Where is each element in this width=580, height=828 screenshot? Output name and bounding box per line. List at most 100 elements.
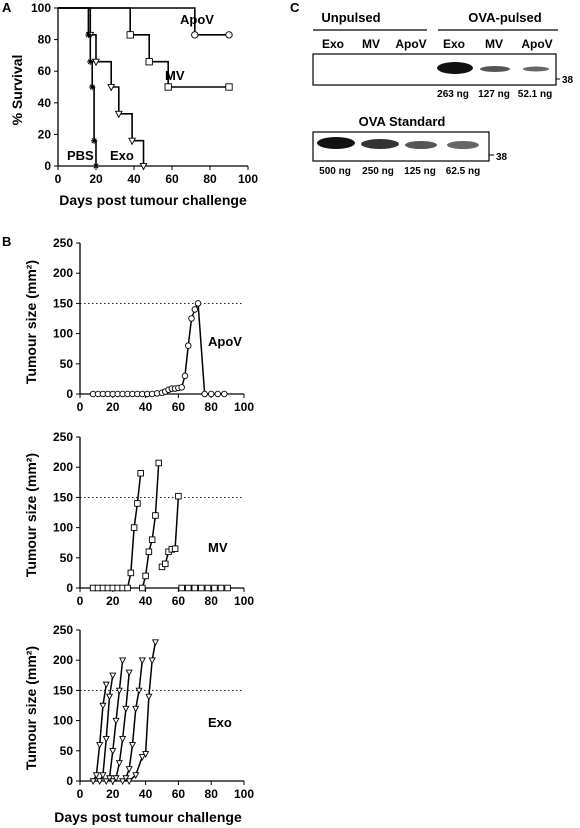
standard-marker-label: 38 bbox=[496, 152, 508, 163]
tumour-mv-point bbox=[155, 459, 162, 467]
survival-y-tick-label: 20 bbox=[38, 127, 52, 141]
tumour-mv-point bbox=[204, 584, 212, 592]
standard-band-125 bbox=[405, 141, 437, 149]
tumour-chart-exo: 0 20 40 60 80 100 0 50 100 150 200 250 bbox=[53, 623, 254, 801]
survival-point-pbs bbox=[89, 83, 96, 91]
band-apov-pulsed bbox=[523, 66, 549, 72]
tumour-apov-point bbox=[191, 306, 199, 313]
survival-y-tick-label: 60 bbox=[38, 64, 52, 78]
survival-y-tick-label: 40 bbox=[38, 96, 52, 110]
survival-point-pbs bbox=[85, 31, 92, 39]
band-mv-pulsed bbox=[480, 66, 510, 72]
tumour-apov-x-tick-label: 20 bbox=[106, 400, 120, 414]
tumour-exo-point bbox=[119, 736, 127, 743]
standard-title: OVA Standard bbox=[359, 114, 446, 129]
survival-x-tick-label: 40 bbox=[127, 172, 141, 186]
tumour-y-label-apov: Tumour size (mm²) bbox=[23, 260, 39, 384]
survival-point-pbs bbox=[87, 58, 94, 65]
tumour-apov-x-tick-label: 40 bbox=[139, 400, 153, 414]
tumour-apov-point bbox=[201, 390, 208, 398]
panel-letter-a: A bbox=[2, 0, 12, 15]
tumour-mv-y-tick-label: 150 bbox=[53, 490, 73, 504]
tumour-apov-point bbox=[184, 342, 192, 349]
tumour-mv-point bbox=[184, 584, 192, 592]
tumour-exo-point bbox=[109, 748, 117, 755]
tumour-mv-y-tick-label: 250 bbox=[53, 430, 73, 444]
tumour-apov-y-tick-label: 200 bbox=[53, 266, 73, 280]
survival-line-mv bbox=[58, 7, 229, 88]
western-blot: Unpulsed OVA-pulsed Exo MV ApoV Exo MV A… bbox=[312, 10, 574, 177]
tumour-apov-x-tick-label: 0 bbox=[77, 400, 84, 414]
tumour-apov-y-tick-label: 0 bbox=[66, 387, 73, 401]
tumour-mv-point bbox=[162, 560, 169, 568]
survival-x-tick-label: 20 bbox=[89, 172, 103, 186]
tumour-y-label-exo: Tumour size (mm²) bbox=[23, 646, 39, 770]
standard-amount-500: 500 ng bbox=[319, 166, 351, 177]
tumour-exo-point bbox=[135, 687, 143, 695]
survival-x-label: Days post tumour challenge bbox=[59, 192, 247, 208]
tumour-mv-y-tick-label: 100 bbox=[53, 521, 73, 535]
tumour-mv-point bbox=[171, 545, 179, 552]
marker-label: 38 bbox=[562, 75, 574, 86]
panel-letter-c: C bbox=[290, 0, 300, 15]
legend-label-pbs: PBS bbox=[67, 148, 94, 163]
survival-y-label: % Survival bbox=[9, 55, 25, 126]
tumour-apov-point bbox=[221, 390, 228, 398]
tumour-mv-point bbox=[130, 524, 138, 531]
survival-point-mv bbox=[126, 31, 134, 39]
tumour-apov-x-tick-label: 80 bbox=[205, 400, 219, 414]
tumour-mv-point bbox=[142, 572, 149, 580]
tumour-mv-x-tick-label: 100 bbox=[234, 594, 254, 608]
survival-point-exo bbox=[128, 137, 137, 146]
survival-x-tick-label: 0 bbox=[55, 172, 62, 186]
tumour-mv-x-tick-label: 60 bbox=[172, 594, 186, 608]
tumour-y-label-mv: Tumour size (mm²) bbox=[23, 453, 39, 577]
tumour-exo-point bbox=[132, 772, 140, 780]
standard-amount-250: 250 ng bbox=[362, 166, 394, 177]
tumour-exo-y-tick-label: 50 bbox=[60, 744, 74, 758]
tumour-exo-point bbox=[99, 702, 107, 710]
tumour-exo-y-tick-label: 0 bbox=[66, 774, 73, 788]
tumour-mv-point bbox=[152, 512, 159, 519]
amount-mv: 127 ng bbox=[478, 89, 510, 100]
tumour-label-apov: ApoV bbox=[208, 334, 242, 349]
tumour-exo-point bbox=[102, 681, 110, 689]
tumour-exo-x-tick-label: 0 bbox=[77, 787, 84, 801]
tumour-mv-point bbox=[211, 584, 218, 592]
tumour-exo-point bbox=[112, 717, 120, 725]
lane-label-mv-pulsed: MV bbox=[485, 37, 503, 51]
tumour-exo-x-tick-label: 100 bbox=[234, 787, 254, 801]
tumour-mv-y-tick-label: 200 bbox=[53, 460, 73, 474]
panel-letter-b: B bbox=[2, 234, 11, 249]
survival-point-pbs bbox=[90, 137, 98, 144]
tumour-chart-apov: 0 20 40 60 80 100 0 50 100 150 200 250 bbox=[53, 236, 254, 414]
tumour-exo-y-tick-label: 200 bbox=[53, 653, 73, 667]
tumour-exo-point bbox=[109, 778, 117, 786]
tumour-exo-y-tick-label: 150 bbox=[53, 683, 73, 697]
survival-point-apov bbox=[225, 31, 233, 39]
survival-point-mv bbox=[164, 83, 172, 91]
tumour-exo-point bbox=[125, 778, 133, 786]
tumour-exo-point bbox=[138, 657, 146, 665]
survival-chart: 0 20 40 60 80 100 0 20 40 60 80 100 bbox=[31, 1, 258, 186]
tumour-mv-x-tick-label: 80 bbox=[205, 594, 219, 608]
tumour-apov-point bbox=[181, 372, 189, 380]
tumour-exo-x-tick-label: 20 bbox=[106, 787, 120, 801]
legend-label-apov: ApoV bbox=[180, 12, 214, 27]
tumour-exo-point bbox=[112, 775, 120, 783]
tumour-exo-point bbox=[102, 778, 110, 786]
lane-label-exo-pulsed: Exo bbox=[443, 37, 465, 51]
standard-band-500 bbox=[317, 137, 355, 149]
survival-x-tick-label: 60 bbox=[165, 172, 179, 186]
tumour-mv-point bbox=[178, 584, 185, 592]
tumour-exo-point bbox=[125, 766, 133, 773]
standard-amount-62: 62.5 ng bbox=[446, 166, 480, 177]
tumour-exo-point bbox=[125, 669, 133, 677]
tumour-exo-point bbox=[115, 760, 123, 767]
survival-point-exo bbox=[114, 110, 123, 119]
survival-y-tick-label: 100 bbox=[31, 1, 51, 15]
tumour-exo-point bbox=[105, 693, 114, 701]
legend-label-exo: Exo bbox=[110, 148, 134, 163]
tumour-mv-point bbox=[127, 569, 135, 577]
tumour-apov-point bbox=[178, 384, 185, 391]
